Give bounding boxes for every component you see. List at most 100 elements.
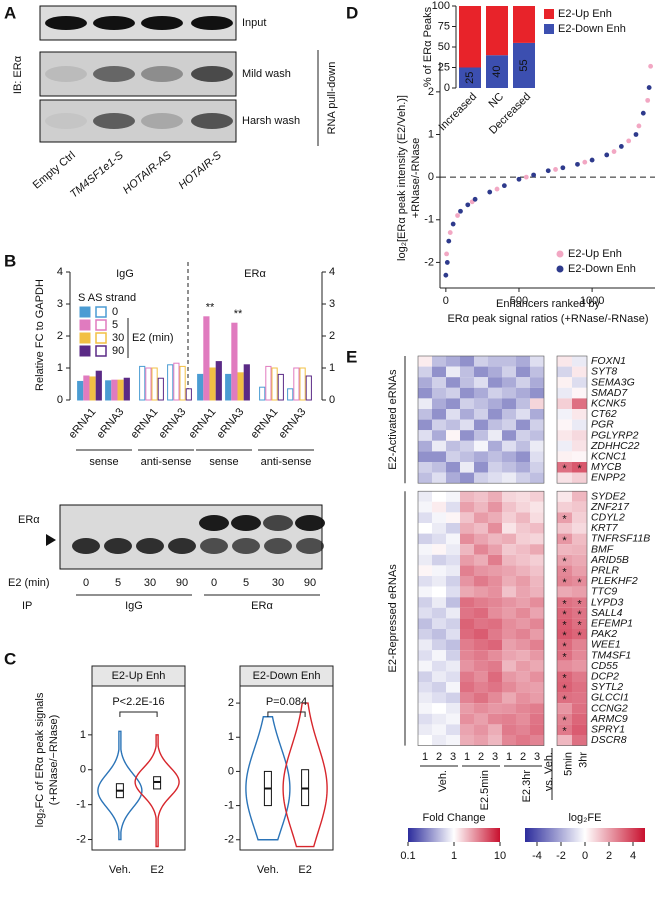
heatmap-cell: [446, 430, 460, 441]
colorbar-tick-label: 0.1: [400, 850, 415, 862]
x-tick-label: 500: [510, 295, 528, 307]
heatmap-cell: [488, 554, 502, 566]
strip-title: E2-Up Enh: [112, 670, 166, 682]
point: [553, 167, 558, 172]
heatmap-cell: [557, 451, 572, 462]
bar: [259, 386, 266, 401]
heatmap-cell: [502, 409, 516, 420]
heatmap-cell: [502, 523, 516, 534]
heatmap-cell: [474, 724, 488, 735]
blot-band: [295, 515, 325, 531]
y-tick-label: 3: [57, 298, 63, 310]
gene-label: SPRY1: [591, 723, 625, 735]
heatmap-cell: [557, 419, 572, 431]
heatmap-cell: [516, 409, 530, 420]
heatmap-cell: [572, 451, 587, 462]
heatmap-cell: [502, 703, 516, 714]
y-tick-label: 0: [428, 171, 434, 183]
heatmap-cell: [418, 629, 432, 640]
heatmap-cell: [516, 713, 530, 725]
blot-row-label: Input: [242, 17, 266, 29]
heatmap-frame: [556, 490, 588, 746]
bar: [139, 365, 146, 401]
heatmap-cell: [474, 629, 488, 640]
heatmap-cell: [516, 576, 530, 587]
heatmap-cell: [488, 639, 502, 651]
heatmap-cell: [418, 618, 432, 629]
heatmap-cell: [502, 554, 516, 566]
point: [455, 213, 460, 218]
heatmap-cell: [460, 607, 474, 619]
heatmap-cell: [516, 586, 530, 598]
bar: [111, 379, 118, 401]
heatmap-cell: [516, 356, 530, 367]
heatmap-cell: [474, 366, 488, 378]
heatmap-cell: [418, 430, 432, 441]
e2-label: E2 (min): [8, 577, 50, 589]
point: [487, 189, 493, 195]
heatmap-cell: [572, 554, 587, 566]
heatmap-cell: [418, 398, 432, 409]
heatmap-cell: [418, 440, 432, 452]
x-tick-label: eRNA3: [157, 406, 189, 441]
heatmap-cell: [446, 703, 460, 714]
y-tick-label: 2: [228, 697, 234, 709]
panel-letter: A: [4, 3, 16, 22]
gene-label: PAK2: [591, 628, 617, 640]
point: [636, 123, 642, 129]
heatmap-cell: [432, 409, 446, 420]
heatmap-cell: [502, 735, 516, 746]
replicate-label: 2: [520, 751, 526, 763]
y-tick-label: 2: [428, 86, 434, 98]
heatmap-cell: [488, 703, 502, 714]
legend-label: E2-Up Enh: [558, 8, 612, 20]
heatmap-cell: [557, 713, 572, 725]
heatmap-cell: [460, 533, 474, 545]
bar-segment: [513, 42, 535, 88]
heatmap-cell: [572, 576, 587, 587]
heatmap-cell: [516, 724, 530, 735]
point: [582, 159, 588, 165]
heatmap-cell: [460, 387, 474, 399]
heatmap-cell: [516, 472, 530, 484]
gene-label: SEMA3G: [591, 376, 635, 388]
gene-label: CT62: [591, 408, 617, 420]
significance-star: *: [562, 463, 567, 475]
heatmap-cell: [474, 713, 488, 725]
significance-star: *: [562, 641, 567, 653]
ip-group-label: IgG: [125, 600, 143, 612]
heatmap-cell: [432, 419, 446, 431]
heatmap-cell: [446, 398, 460, 409]
heatmap-cell: [460, 451, 474, 462]
heatmap-cell: [460, 554, 474, 566]
heatmap-cell: [557, 366, 572, 378]
blot-panel: [59, 504, 323, 570]
heatmap-cell: [418, 533, 432, 545]
point: [443, 272, 449, 278]
blot-band: [45, 113, 87, 129]
blot-band: [191, 16, 233, 30]
heatmap-cell: [432, 512, 446, 523]
heatmap-cell: [460, 472, 474, 484]
bar-segment: [513, 6, 535, 43]
point: [626, 138, 632, 144]
heatmap-cell: [418, 544, 432, 555]
gene-label: PGR: [591, 419, 614, 431]
heatmap-cell: [572, 713, 587, 725]
heatmap-cell: [418, 692, 432, 704]
heatmap-cell: [460, 660, 474, 672]
heatmap-cell: [488, 462, 502, 473]
heatmap-cell: [446, 639, 460, 651]
heatmap-cell: [474, 501, 488, 513]
point: [633, 132, 639, 137]
point: [560, 165, 566, 171]
heatmap-cell: [502, 501, 516, 513]
heatmap-frame: [556, 355, 588, 484]
heatmap-cell: [446, 366, 460, 378]
heatmap-cell: [488, 607, 502, 619]
heatmap-cell: [516, 501, 530, 513]
y-tick-label: -2: [224, 834, 234, 846]
heatmap-cell: [418, 419, 432, 431]
heatmap-cell: [557, 703, 572, 714]
gene-label: MYCB: [591, 461, 621, 473]
